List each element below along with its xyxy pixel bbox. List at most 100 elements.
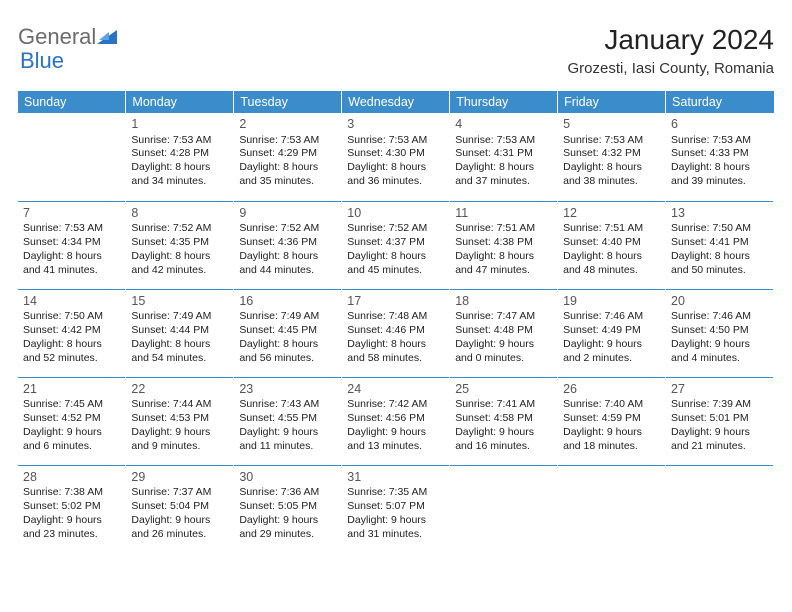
day-number: 16 — [239, 293, 336, 310]
cell-line: Daylight: 8 hours — [455, 250, 552, 264]
calendar-cell — [666, 465, 774, 553]
cell-line: and 16 minutes. — [455, 440, 552, 454]
cell-line: Daylight: 8 hours — [131, 161, 228, 175]
cell-line: Daylight: 9 hours — [239, 426, 336, 440]
cell-line: Sunrise: 7:36 AM — [239, 486, 336, 500]
cell-line: Sunset: 5:02 PM — [23, 500, 120, 514]
calendar-body: 1Sunrise: 7:53 AMSunset: 4:28 PMDaylight… — [18, 113, 774, 553]
day-number: 4 — [455, 116, 552, 133]
calendar-cell: 24Sunrise: 7:42 AMSunset: 4:56 PMDayligh… — [342, 377, 450, 465]
cell-line: Sunset: 4:32 PM — [563, 147, 660, 161]
cell-line: Sunrise: 7:52 AM — [239, 222, 336, 236]
calendar-cell: 4Sunrise: 7:53 AMSunset: 4:31 PMDaylight… — [450, 113, 558, 201]
cell-line: Sunset: 5:04 PM — [131, 500, 228, 514]
calendar-cell: 7Sunrise: 7:53 AMSunset: 4:34 PMDaylight… — [18, 201, 126, 289]
cell-line: Sunrise: 7:50 AM — [671, 222, 768, 236]
calendar-cell: 17Sunrise: 7:48 AMSunset: 4:46 PMDayligh… — [342, 289, 450, 377]
cell-line: Sunrise: 7:42 AM — [347, 398, 444, 412]
cell-line: Daylight: 9 hours — [455, 426, 552, 440]
cell-line: and 18 minutes. — [563, 440, 660, 454]
cell-line: Daylight: 9 hours — [347, 426, 444, 440]
cell-line: Sunrise: 7:53 AM — [563, 134, 660, 148]
cell-line: Sunrise: 7:43 AM — [239, 398, 336, 412]
cell-line: Daylight: 8 hours — [239, 161, 336, 175]
day-number: 9 — [239, 205, 336, 222]
calendar-table: Sunday Monday Tuesday Wednesday Thursday… — [18, 91, 774, 553]
weekday-wednesday: Wednesday — [342, 91, 450, 113]
cell-line: Sunset: 4:53 PM — [131, 412, 228, 426]
cell-line: Sunset: 4:29 PM — [239, 147, 336, 161]
calendar-week-row: 14Sunrise: 7:50 AMSunset: 4:42 PMDayligh… — [18, 289, 774, 377]
weekday-row: Sunday Monday Tuesday Wednesday Thursday… — [18, 91, 774, 113]
cell-line: and 41 minutes. — [23, 264, 120, 278]
cell-line: Sunset: 4:36 PM — [239, 236, 336, 250]
weekday-saturday: Saturday — [666, 91, 774, 113]
calendar-cell: 3Sunrise: 7:53 AMSunset: 4:30 PMDaylight… — [342, 113, 450, 201]
cell-line: Sunrise: 7:46 AM — [563, 310, 660, 324]
calendar-cell: 14Sunrise: 7:50 AMSunset: 4:42 PMDayligh… — [18, 289, 126, 377]
calendar-cell: 15Sunrise: 7:49 AMSunset: 4:44 PMDayligh… — [126, 289, 234, 377]
cell-line: Sunrise: 7:53 AM — [671, 134, 768, 148]
page: General January 2024 Grozesti, Iasi Coun… — [0, 0, 792, 553]
cell-line: and 34 minutes. — [131, 175, 228, 189]
weekday-friday: Friday — [558, 91, 666, 113]
cell-line: Sunrise: 7:53 AM — [239, 134, 336, 148]
cell-line: Daylight: 8 hours — [455, 161, 552, 175]
cell-line: Sunrise: 7:37 AM — [131, 486, 228, 500]
cell-line: Sunset: 4:58 PM — [455, 412, 552, 426]
calendar-cell: 31Sunrise: 7:35 AMSunset: 5:07 PMDayligh… — [342, 465, 450, 553]
cell-line: Sunset: 4:49 PM — [563, 324, 660, 338]
cell-line: Sunrise: 7:49 AM — [239, 310, 336, 324]
cell-line: Sunset: 4:33 PM — [671, 147, 768, 161]
calendar-cell: 20Sunrise: 7:46 AMSunset: 4:50 PMDayligh… — [666, 289, 774, 377]
cell-line: Sunrise: 7:46 AM — [671, 310, 768, 324]
cell-line: and 50 minutes. — [671, 264, 768, 278]
logo-text-1: General — [18, 24, 96, 50]
calendar-cell: 1Sunrise: 7:53 AMSunset: 4:28 PMDaylight… — [126, 113, 234, 201]
day-number: 11 — [455, 205, 552, 222]
calendar-week-row: 28Sunrise: 7:38 AMSunset: 5:02 PMDayligh… — [18, 465, 774, 553]
calendar-cell: 22Sunrise: 7:44 AMSunset: 4:53 PMDayligh… — [126, 377, 234, 465]
cell-line: Sunrise: 7:47 AM — [455, 310, 552, 324]
calendar-cell: 8Sunrise: 7:52 AMSunset: 4:35 PMDaylight… — [126, 201, 234, 289]
calendar-cell: 9Sunrise: 7:52 AMSunset: 4:36 PMDaylight… — [234, 201, 342, 289]
cell-line: Sunrise: 7:53 AM — [455, 134, 552, 148]
cell-line: Daylight: 9 hours — [671, 338, 768, 352]
cell-line: and 21 minutes. — [671, 440, 768, 454]
day-number: 28 — [23, 469, 120, 486]
cell-line: and 38 minutes. — [563, 175, 660, 189]
cell-line: Daylight: 9 hours — [563, 426, 660, 440]
day-number: 2 — [239, 116, 336, 133]
cell-line: Sunrise: 7:51 AM — [563, 222, 660, 236]
cell-line: and 23 minutes. — [23, 528, 120, 542]
calendar-cell: 5Sunrise: 7:53 AMSunset: 4:32 PMDaylight… — [558, 113, 666, 201]
cell-line: Sunset: 4:40 PM — [563, 236, 660, 250]
cell-line: Sunset: 4:34 PM — [23, 236, 120, 250]
day-number: 5 — [563, 116, 660, 133]
cell-line: and 31 minutes. — [347, 528, 444, 542]
cell-line: Sunset: 4:56 PM — [347, 412, 444, 426]
calendar-cell: 25Sunrise: 7:41 AMSunset: 4:58 PMDayligh… — [450, 377, 558, 465]
cell-line: and 45 minutes. — [347, 264, 444, 278]
calendar-cell: 10Sunrise: 7:52 AMSunset: 4:37 PMDayligh… — [342, 201, 450, 289]
cell-line: Sunrise: 7:53 AM — [131, 134, 228, 148]
cell-line: Daylight: 9 hours — [131, 426, 228, 440]
day-number: 6 — [671, 116, 768, 133]
cell-line: Daylight: 8 hours — [563, 250, 660, 264]
cell-line: Daylight: 8 hours — [347, 338, 444, 352]
day-number: 30 — [239, 469, 336, 486]
cell-line: Sunset: 4:50 PM — [671, 324, 768, 338]
calendar-week-row: 7Sunrise: 7:53 AMSunset: 4:34 PMDaylight… — [18, 201, 774, 289]
cell-line: Sunset: 4:44 PM — [131, 324, 228, 338]
title-block: January 2024 Grozesti, Iasi County, Roma… — [568, 24, 774, 77]
cell-line: Sunrise: 7:45 AM — [23, 398, 120, 412]
cell-line: Sunrise: 7:53 AM — [23, 222, 120, 236]
cell-line: Daylight: 8 hours — [347, 250, 444, 264]
cell-line: Sunset: 4:55 PM — [239, 412, 336, 426]
weekday-tuesday: Tuesday — [234, 91, 342, 113]
day-number: 17 — [347, 293, 444, 310]
calendar-cell — [450, 465, 558, 553]
cell-line: and 48 minutes. — [563, 264, 660, 278]
cell-line: Sunrise: 7:40 AM — [563, 398, 660, 412]
day-number: 31 — [347, 469, 444, 486]
